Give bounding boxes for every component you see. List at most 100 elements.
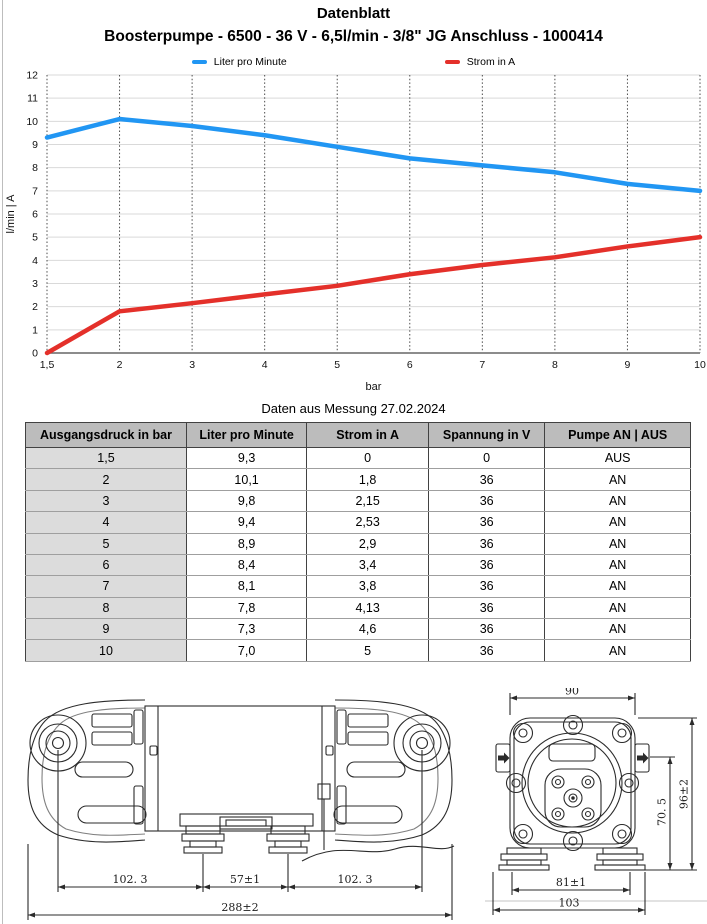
x-tick-label: 5 — [334, 359, 340, 371]
table-row: 6 8,4 3,4 36 AN — [25, 553, 691, 577]
table-cell: 9 — [25, 617, 187, 641]
pump-end-cap-left — [27, 699, 147, 843]
table-cell: AN — [544, 468, 691, 491]
mounting-feet — [179, 813, 314, 854]
x-axis-title: bar — [366, 381, 382, 393]
table-cell: 4,6 — [306, 617, 429, 641]
table-cell: 36 — [427, 511, 546, 534]
dim-center-label: 57±1 — [230, 873, 260, 886]
y-tick-label: 6 — [32, 209, 38, 221]
table-cell: 2 — [25, 468, 187, 491]
center-plate — [544, 768, 602, 828]
x-tick-label: 8 — [552, 359, 558, 371]
y-tick-label: 3 — [32, 278, 38, 290]
y-tick-label: 1 — [32, 324, 38, 336]
table-cell: 7,0 — [185, 639, 308, 662]
dimension-arrows — [28, 884, 452, 918]
table-row: 10 7,0 5 36 AN — [25, 639, 691, 662]
pump-body — [144, 705, 336, 832]
screws — [505, 714, 640, 852]
table-row: 9 7,3 4,6 36 AN — [25, 617, 691, 641]
table-cell: 8,4 — [185, 553, 308, 577]
table-cell: AN — [544, 617, 691, 641]
table-cell: 36 — [427, 617, 546, 641]
table-title: Daten aus Messung 27.02.2024 — [261, 401, 446, 416]
column-header: Ausgangsdruck in bar — [25, 422, 187, 448]
dim-right-label: 102. 3 — [338, 873, 373, 886]
table-cell: 10,1 — [185, 468, 308, 491]
x-tick-label: 4 — [262, 359, 268, 371]
table-cell: 7,8 — [185, 596, 308, 620]
dim-left-label: 102. 3 — [113, 873, 148, 886]
x-tick-label: 2 — [117, 359, 123, 371]
legend-item: Strom in A — [444, 56, 516, 68]
table-cell: 9,4 — [185, 511, 308, 534]
drawing-front-view: 90 96±2 70. 5 81±1 103 — [485, 688, 707, 915]
column-header: Pumpe AN | AUS — [544, 422, 691, 448]
pump-front-body — [509, 717, 636, 849]
table-cell: 3 — [25, 489, 187, 513]
y-tick-label: 5 — [32, 232, 38, 244]
table-cell: 0 — [427, 446, 546, 470]
cable-line — [301, 783, 455, 862]
y-tick-label: 12 — [26, 70, 38, 82]
legend-swatch-strom-in-a — [444, 60, 460, 64]
x-tick-label: 10 — [694, 359, 706, 371]
column-header: Strom in A — [306, 422, 429, 448]
table-cell: 36 — [427, 553, 546, 577]
table-cell: 9,3 — [185, 446, 308, 470]
table-row: 3 9,8 2,15 36 AN — [25, 489, 691, 513]
table-cell: 1,8 — [306, 468, 429, 491]
legend-swatch-liter-pro-minute — [191, 60, 207, 64]
table-cell: 6 — [25, 553, 187, 577]
column-header: Spannung in V — [427, 422, 546, 448]
port-tabs — [495, 743, 650, 773]
table-cell: AN — [544, 596, 691, 620]
y-axis-title: l/min | A — [5, 194, 17, 234]
legend-label: Strom in A — [466, 56, 516, 68]
side-view-dimension-lines — [27, 750, 453, 920]
dim-total-label: 288±2 — [221, 901, 258, 914]
table-cell: 8 — [25, 596, 187, 620]
y-tick-label: 8 — [32, 162, 38, 174]
table-cell: 4 — [25, 511, 187, 534]
table-cell: 2,53 — [306, 511, 429, 534]
table-cell: 2,15 — [306, 489, 429, 513]
legend-item: Liter pro Minute — [191, 56, 287, 68]
table-cell: 7 — [25, 575, 187, 598]
table-cell: 10 — [25, 639, 187, 662]
table-cell: 5 — [306, 639, 429, 662]
flow-arrow-right — [637, 752, 649, 764]
dim-height-label: 96±2 — [678, 779, 691, 809]
page-left-border — [2, 0, 3, 924]
x-tick-label: 1,5 — [40, 359, 55, 371]
table-cell: 3,4 — [306, 553, 429, 577]
measurement-table: Ausgangsdruck in bar Liter pro Minute Stro… — [25, 422, 691, 662]
table-cell: 2,9 — [306, 532, 429, 555]
table-header-row: Ausgangsdruck in bar Liter pro Minute Stro… — [25, 422, 691, 448]
front-view-dimension-labels: 90 96±2 70. 5 81±1 103 — [556, 688, 691, 910]
side-view-dimension-labels: 102. 3 57±1 102. 3 288±2 — [113, 873, 373, 914]
table-cell: AN — [544, 553, 691, 577]
drawing-side-view: 102. 3 57±1 102. 3 288±2 — [27, 699, 455, 920]
table-cell: 36 — [427, 575, 546, 598]
table-cell: 36 — [427, 596, 546, 620]
table-cell: 36 — [427, 489, 546, 513]
chart-legend: Liter pro Minute Strom in A — [0, 56, 707, 68]
y-tick-label: 4 — [32, 255, 38, 267]
flow-arrow-left — [498, 752, 510, 764]
table-row: 5 8,9 2,9 36 AN — [25, 532, 691, 555]
y-tick-label: 11 — [27, 93, 38, 105]
y-tick-label: 7 — [32, 185, 38, 197]
table-cell: 36 — [427, 639, 546, 662]
table-row: 8 7,8 4,13 36 AN — [25, 596, 691, 620]
table-cell: 3,8 — [306, 575, 429, 598]
y-tick-label: 0 — [32, 348, 38, 360]
x-tick-label: 7 — [479, 359, 485, 371]
dimension-arrows — [493, 695, 695, 913]
table-cell: AN — [544, 575, 691, 598]
y-tick-label: 10 — [26, 116, 38, 128]
table-cell: 5 — [25, 532, 187, 555]
table-cell: 36 — [427, 532, 546, 555]
table-row: 2 10,1 1,8 36 AN — [25, 468, 691, 491]
